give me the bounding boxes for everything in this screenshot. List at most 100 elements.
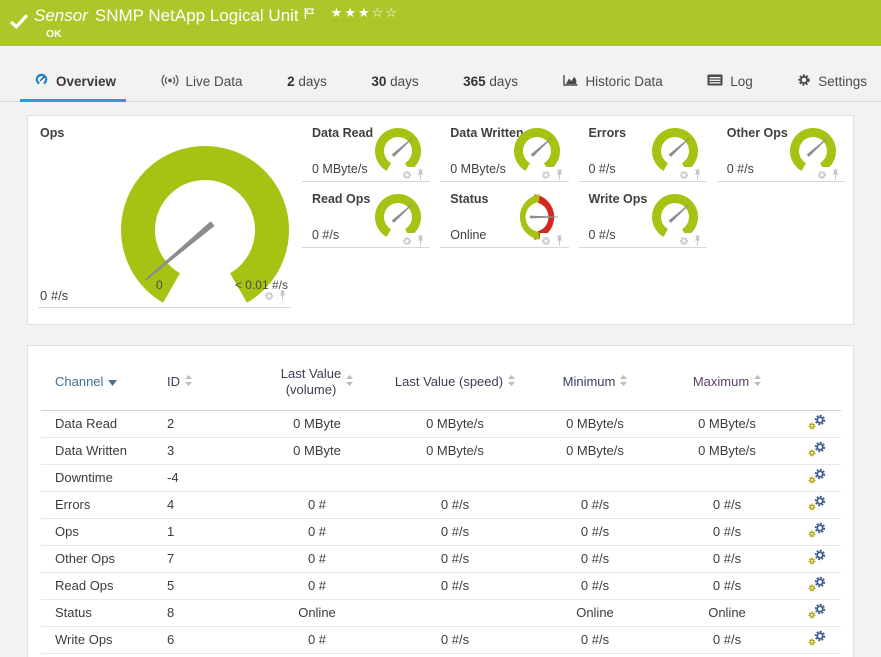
sensor-header: Sensor SNMP NetApp Logical Unit ★★★☆☆ OK: [0, 0, 881, 46]
gauge-label: Read Ops: [312, 192, 371, 206]
last-value-speed: 0 #/s: [381, 545, 529, 573]
sort-icon[interactable]: [108, 374, 118, 389]
sort-icon[interactable]: [508, 374, 516, 389]
tab-live-data[interactable]: Live Data: [161, 62, 243, 101]
last-value-speed: 0 MByte/s: [381, 410, 529, 438]
gauge-label: Ops: [40, 126, 65, 140]
gauge-cell-data-read: Data Read 0 MByte/s: [300, 116, 438, 185]
last-value-volume: 0 #: [253, 572, 381, 600]
channel-name: Ops: [41, 518, 163, 546]
last-value-volume: 0 MByte: [253, 410, 381, 438]
column-header-minimum[interactable]: Minimum: [529, 346, 661, 411]
column-header-channel[interactable]: Channel: [41, 346, 163, 411]
tab-log[interactable]: Log: [707, 62, 753, 101]
gauge-settings-icon[interactable]: [402, 167, 412, 185]
gauge-cell-status: Status Online: [438, 182, 576, 251]
priority-stars[interactable]: ★★★☆☆: [330, 6, 399, 21]
gauge-pin-icon[interactable]: [555, 233, 564, 251]
sort-icon[interactable]: [185, 374, 192, 389]
channel-name: Errors: [41, 491, 163, 519]
table-row-read-ops: Read Ops 5 0 #0 #/s 0 #/s 0 #/s: [41, 572, 841, 600]
channel-name: Data Read: [41, 410, 163, 438]
gauge-pin-icon[interactable]: [831, 167, 840, 185]
tab-settings[interactable]: Settings: [797, 62, 867, 101]
column-header-label: Last Value (volume): [280, 365, 342, 397]
channel-settings-icon[interactable]: [793, 410, 841, 438]
gauge-settings-icon[interactable]: [541, 167, 551, 185]
gauge-icon: [34, 73, 49, 90]
gauge-value: 0 MByte/s: [312, 162, 368, 176]
channel-settings-icon[interactable]: [793, 626, 841, 654]
tab-label: 2 days: [287, 74, 327, 89]
column-header-id[interactable]: ID: [163, 346, 253, 411]
channel-settings-icon[interactable]: [793, 437, 841, 465]
tab-30-days[interactable]: 30 days: [371, 62, 418, 101]
column-header-label: Channel: [55, 373, 104, 389]
last-value-speed: 0 #/s: [381, 518, 529, 546]
tab-365-days[interactable]: 365 days: [463, 62, 518, 101]
column-header-label: ID: [167, 373, 180, 389]
channel-settings-icon[interactable]: [793, 518, 841, 546]
channel-id: 6: [163, 626, 253, 654]
channel-settings-icon[interactable]: [793, 545, 841, 573]
last-value-speed: [381, 599, 529, 627]
gauge-pin-icon[interactable]: [278, 288, 287, 306]
sort-icon[interactable]: [754, 374, 762, 389]
gauge-cell-data-written: Data Written 0 MByte/s: [438, 116, 576, 185]
channel-settings-icon[interactable]: [793, 599, 841, 627]
column-header-maximum[interactable]: Maximum: [661, 346, 793, 411]
gauge-value: 0 #/s: [40, 288, 69, 303]
gauge-pin-icon[interactable]: [416, 233, 425, 251]
gauge-cell-read-ops: Read Ops 0 #/s: [300, 182, 438, 251]
last-value-speed: 0 #/s: [381, 626, 529, 654]
table-row-data-read: Data Read 2 0 MByte 0 MByte/s 0 MByte/s 0 MBy…: [41, 410, 841, 438]
gauge-cell-other-ops: Other Ops 0 #/s: [715, 116, 853, 185]
small-gauges-grid: Data Read 0 MByte/s Data Written 0 MByte/s E…: [300, 116, 853, 324]
tab-label: 365 days: [463, 74, 518, 89]
last-value-speed: 0 #/s: [381, 491, 529, 519]
tab-label: Overview: [56, 74, 117, 89]
column-header-edit: [793, 346, 841, 411]
sensor-title: SNMP NetApp Logical Unit: [94, 6, 299, 25]
gear-icon: [797, 73, 811, 90]
gauge-settings-icon[interactable]: [679, 167, 689, 185]
log-icon: [707, 74, 723, 89]
last-value-volume: 0 MByte: [253, 437, 381, 465]
gauge-label: Other Ops: [726, 126, 788, 140]
last-value-volume: 0 #: [253, 626, 381, 654]
gauge-settings-icon[interactable]: [541, 233, 551, 251]
channel-settings-icon[interactable]: [793, 464, 841, 492]
gauge-pin-icon[interactable]: [693, 233, 702, 251]
gauge-settings-icon[interactable]: [679, 233, 689, 251]
gauge-settings-icon[interactable]: [264, 288, 274, 306]
last-value-volume: 0 #: [253, 545, 381, 573]
gauge-scale-min: 0: [156, 278, 163, 292]
tab-historic-data[interactable]: Historic Data: [562, 62, 663, 101]
gauge-settings-icon[interactable]: [817, 167, 827, 185]
tab-overview[interactable]: Overview: [19, 62, 127, 102]
mini-gauge-icon: [375, 193, 422, 237]
channel-settings-icon[interactable]: [793, 572, 841, 600]
maximum-value: [661, 464, 793, 492]
tab-2-days[interactable]: 2 days: [287, 62, 327, 101]
gauge-pin-icon[interactable]: [555, 167, 564, 185]
channel-id: 7: [163, 545, 253, 573]
minimum-value: 0 MByte/s: [529, 437, 661, 465]
table-row-status: Status 8 Online Online Online: [41, 599, 841, 627]
column-header-last-value-volume[interactable]: Last Value (volume): [253, 346, 381, 411]
gauge-cell-errors: Errors 0 #/s: [577, 116, 715, 185]
column-header-last-value-speed[interactable]: Last Value (speed): [381, 346, 529, 411]
channel-table: Channel ID Last Value (volume) Last Value (s…: [41, 346, 841, 654]
channel-id: 5: [163, 572, 253, 600]
tab-label: Settings: [818, 74, 867, 89]
gauge-settings-icon[interactable]: [402, 233, 412, 251]
sort-icon[interactable]: [346, 374, 354, 389]
status-donut-icon: [519, 194, 558, 240]
flag-icon[interactable]: [304, 7, 315, 25]
channel-settings-icon[interactable]: [793, 491, 841, 519]
table-row-errors: Errors 4 0 #0 #/s 0 #/s 0 #/s: [41, 491, 841, 519]
sort-icon[interactable]: [620, 374, 628, 389]
minimum-value: 0 #/s: [529, 518, 661, 546]
gauge-pin-icon[interactable]: [693, 167, 702, 185]
gauge-pin-icon[interactable]: [416, 167, 425, 185]
